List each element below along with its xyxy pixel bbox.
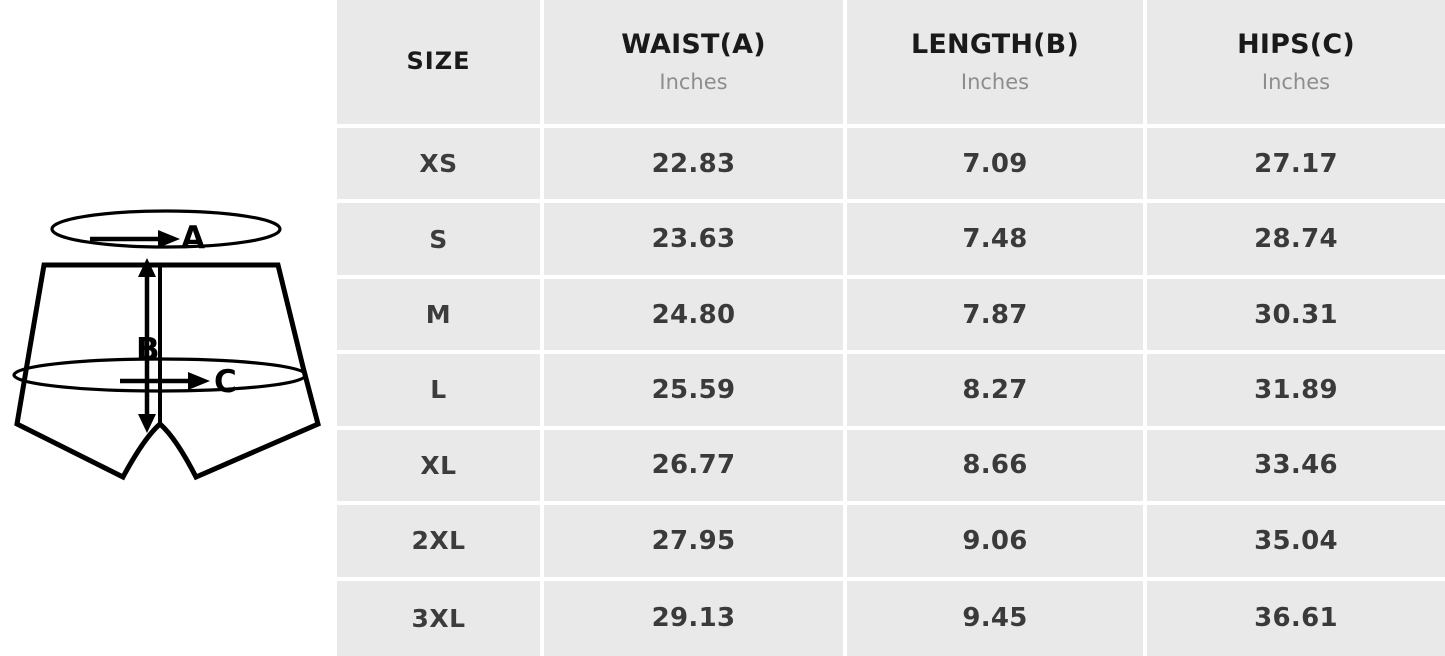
cell-length: 9.06 [847, 505, 1147, 581]
cell-hips: 31.89 [1147, 354, 1445, 430]
column-header-length-title: LENGTH(B) [910, 29, 1079, 61]
cell-size: XL [337, 429, 544, 506]
table-row: M 24.80 7.87 30.31 [337, 278, 1445, 355]
cell-hips: 35.04 [1147, 505, 1445, 581]
cell-length: 7.87 [847, 278, 1147, 355]
cell-waist: 29.13 [544, 580, 847, 656]
cell-length: 8.27 [847, 354, 1147, 430]
cell-size: 2XL [337, 505, 544, 581]
column-header-waist: WAIST(A) Inches [544, 0, 847, 128]
column-header-hips-unit: Inches [1261, 70, 1331, 95]
size-table-panel: SIZE WAIST(A) Inches LENGTH(B) Inches HI… [337, 0, 1445, 656]
cell-waist: 25.59 [544, 354, 847, 430]
column-header-waist-title: WAIST(A) [621, 29, 766, 61]
cell-waist: 24.80 [544, 278, 847, 355]
garment-diagram-panel: A B C [0, 0, 337, 656]
table-row: XL 26.77 8.66 33.46 [337, 429, 1445, 506]
table-row: L 25.59 8.27 31.89 [337, 354, 1445, 430]
table-body: XS 22.83 7.09 27.17 S 23.63 7.48 28.74 M… [337, 128, 1445, 656]
table-header: SIZE WAIST(A) Inches LENGTH(B) Inches HI… [337, 0, 1445, 128]
cell-hips: 28.74 [1147, 203, 1445, 279]
column-header-size: SIZE [337, 0, 544, 128]
garment-diagram-svg: A B C [12, 209, 321, 481]
length-arrow-icon [138, 258, 156, 433]
cell-size: L [337, 354, 544, 430]
cell-waist: 22.83 [544, 128, 847, 204]
cell-length: 8.66 [847, 429, 1147, 506]
length-label: B [136, 332, 160, 368]
cell-length: 7.48 [847, 203, 1147, 279]
column-header-length-unit: Inches [960, 70, 1030, 95]
cell-waist: 27.95 [544, 505, 847, 581]
waist-ellipse-icon [50, 209, 282, 249]
table-row: S 23.63 7.48 28.74 [337, 203, 1445, 279]
hips-arrow-icon [120, 372, 210, 390]
cell-waist: 26.77 [544, 429, 847, 506]
cell-size: 3XL [337, 580, 544, 656]
hips-label: C [214, 364, 237, 400]
shorts-outline-icon [14, 262, 321, 481]
table-row: 3XL 29.13 9.45 36.61 [337, 580, 1445, 656]
hips-ellipse-icon [12, 357, 308, 393]
cell-size: S [337, 203, 544, 279]
cell-size: XS [337, 128, 544, 204]
cell-length: 9.45 [847, 580, 1147, 656]
table-row: 2XL 27.95 9.06 35.04 [337, 505, 1445, 581]
column-header-length: LENGTH(B) Inches [847, 0, 1147, 128]
cell-waist: 23.63 [544, 203, 847, 279]
cell-hips: 36.61 [1147, 580, 1445, 656]
table-row: XS 22.83 7.09 27.17 [337, 128, 1445, 204]
waist-label: A [181, 220, 205, 256]
table-header-row: SIZE WAIST(A) Inches LENGTH(B) Inches HI… [337, 0, 1445, 128]
cell-length: 7.09 [847, 128, 1147, 204]
column-header-size-title: SIZE [406, 47, 471, 76]
size-chart-table: SIZE WAIST(A) Inches LENGTH(B) Inches HI… [337, 0, 1445, 656]
waist-arrow-icon [90, 230, 180, 248]
column-header-hips-title: HIPS(C) [1237, 29, 1355, 61]
cell-hips: 33.46 [1147, 429, 1445, 506]
column-header-hips: HIPS(C) Inches [1147, 0, 1445, 128]
cell-size: M [337, 278, 544, 355]
column-header-waist-unit: Inches [659, 70, 728, 95]
cell-hips: 30.31 [1147, 278, 1445, 355]
cell-hips: 27.17 [1147, 128, 1445, 204]
